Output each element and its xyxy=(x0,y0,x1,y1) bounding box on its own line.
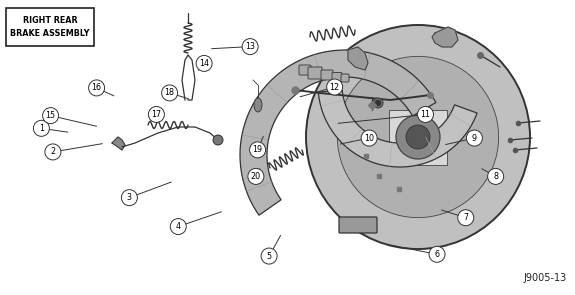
Text: J9005-13: J9005-13 xyxy=(524,273,567,283)
Circle shape xyxy=(248,168,264,184)
Polygon shape xyxy=(112,137,125,150)
Polygon shape xyxy=(432,27,458,47)
Circle shape xyxy=(361,130,377,146)
Circle shape xyxy=(213,135,223,145)
Circle shape xyxy=(458,210,474,226)
Text: 2: 2 xyxy=(51,148,55,156)
FancyBboxPatch shape xyxy=(332,73,342,81)
Text: 14: 14 xyxy=(199,59,209,68)
Circle shape xyxy=(170,219,186,235)
Circle shape xyxy=(306,25,530,249)
Text: 16: 16 xyxy=(91,83,102,92)
FancyBboxPatch shape xyxy=(339,217,377,233)
Circle shape xyxy=(375,100,381,106)
FancyBboxPatch shape xyxy=(308,67,322,79)
Polygon shape xyxy=(319,90,477,167)
Circle shape xyxy=(148,106,164,122)
FancyBboxPatch shape xyxy=(6,8,94,46)
Polygon shape xyxy=(240,50,436,215)
Circle shape xyxy=(406,125,430,149)
Text: 8: 8 xyxy=(493,172,498,181)
Circle shape xyxy=(327,79,343,95)
FancyBboxPatch shape xyxy=(341,74,349,82)
Circle shape xyxy=(261,248,277,264)
Circle shape xyxy=(242,39,258,55)
FancyBboxPatch shape xyxy=(321,70,333,80)
Circle shape xyxy=(121,190,137,206)
Text: 20: 20 xyxy=(251,172,261,181)
Circle shape xyxy=(466,130,482,146)
Text: 6: 6 xyxy=(435,250,439,259)
Text: 12: 12 xyxy=(329,83,340,91)
Circle shape xyxy=(396,115,440,159)
Text: RIGHT REAR
BRAKE ASSEMBLY: RIGHT REAR BRAKE ASSEMBLY xyxy=(10,16,90,38)
Ellipse shape xyxy=(254,98,262,112)
Circle shape xyxy=(429,246,445,262)
Circle shape xyxy=(33,120,49,136)
Text: 10: 10 xyxy=(364,134,374,142)
Text: 3: 3 xyxy=(127,193,132,202)
Polygon shape xyxy=(348,47,368,70)
Text: 7: 7 xyxy=(463,213,468,222)
Circle shape xyxy=(162,85,178,101)
Text: 18: 18 xyxy=(164,88,175,97)
Text: 4: 4 xyxy=(176,222,181,231)
Circle shape xyxy=(488,168,504,184)
Circle shape xyxy=(338,56,499,218)
Text: 1: 1 xyxy=(39,124,44,133)
Text: 11: 11 xyxy=(420,110,431,119)
Circle shape xyxy=(89,80,105,96)
Circle shape xyxy=(250,142,266,158)
Text: 15: 15 xyxy=(45,111,56,120)
Circle shape xyxy=(45,144,61,160)
Text: 9: 9 xyxy=(472,134,477,142)
Circle shape xyxy=(417,106,434,122)
Text: 5: 5 xyxy=(267,252,271,260)
Circle shape xyxy=(373,98,383,108)
FancyBboxPatch shape xyxy=(389,109,447,165)
FancyBboxPatch shape xyxy=(299,65,311,75)
Text: 17: 17 xyxy=(151,110,162,119)
Text: 13: 13 xyxy=(245,42,255,51)
Circle shape xyxy=(43,108,59,124)
Circle shape xyxy=(196,55,212,71)
Text: 19: 19 xyxy=(252,145,263,154)
